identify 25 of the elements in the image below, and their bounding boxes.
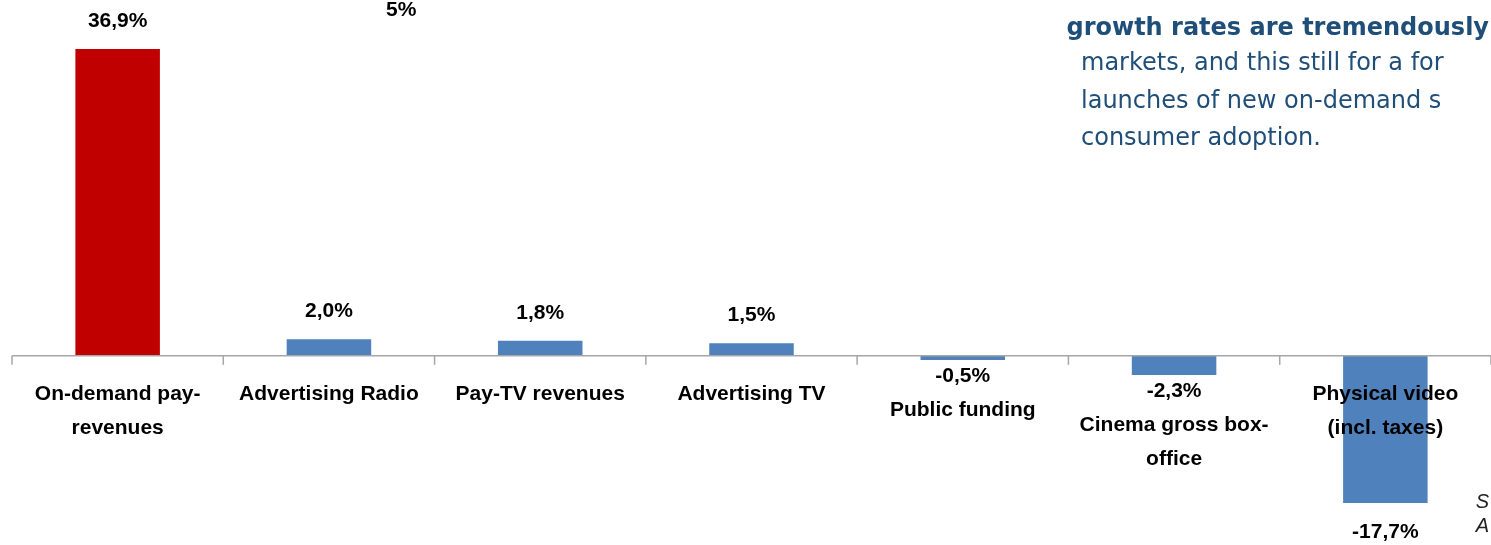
annotation: launches of new on-demand s — [1081, 86, 1442, 114]
bar — [497, 340, 583, 356]
x-tick-label: On-demand pay-revenues — [34, 380, 201, 438]
data-label: 1,5% — [727, 302, 776, 326]
annotation: S — [1475, 490, 1489, 513]
text: 5% — [386, 0, 417, 21]
bar — [1131, 355, 1217, 375]
x-tick-label: Advertising TV — [677, 380, 826, 404]
data-label: 2,0% — [304, 297, 354, 321]
x-tick-label: Public funding — [889, 396, 1036, 420]
annotation: markets, and this still for a for — [1081, 48, 1444, 76]
data-label: -17,7% — [1352, 518, 1419, 542]
bar — [709, 343, 794, 356]
x-tick-label: Pay-TV revenues — [455, 380, 625, 404]
text: A — [1475, 514, 1489, 537]
text: growth rates are tremendously — [1066, 13, 1489, 41]
x-tick-label: Advertising Radio — [239, 380, 419, 404]
data-label: 1,8% — [516, 299, 565, 323]
x-tick-label: Cinema gross box-office — [1079, 411, 1269, 469]
bar — [286, 339, 372, 356]
bar — [75, 49, 160, 356]
data-label: 36,9% — [87, 7, 148, 31]
annotation: consumer adoption. — [1081, 123, 1321, 151]
data-label: -2,3% — [1146, 377, 1202, 401]
data-label: -0,5% — [935, 362, 991, 386]
